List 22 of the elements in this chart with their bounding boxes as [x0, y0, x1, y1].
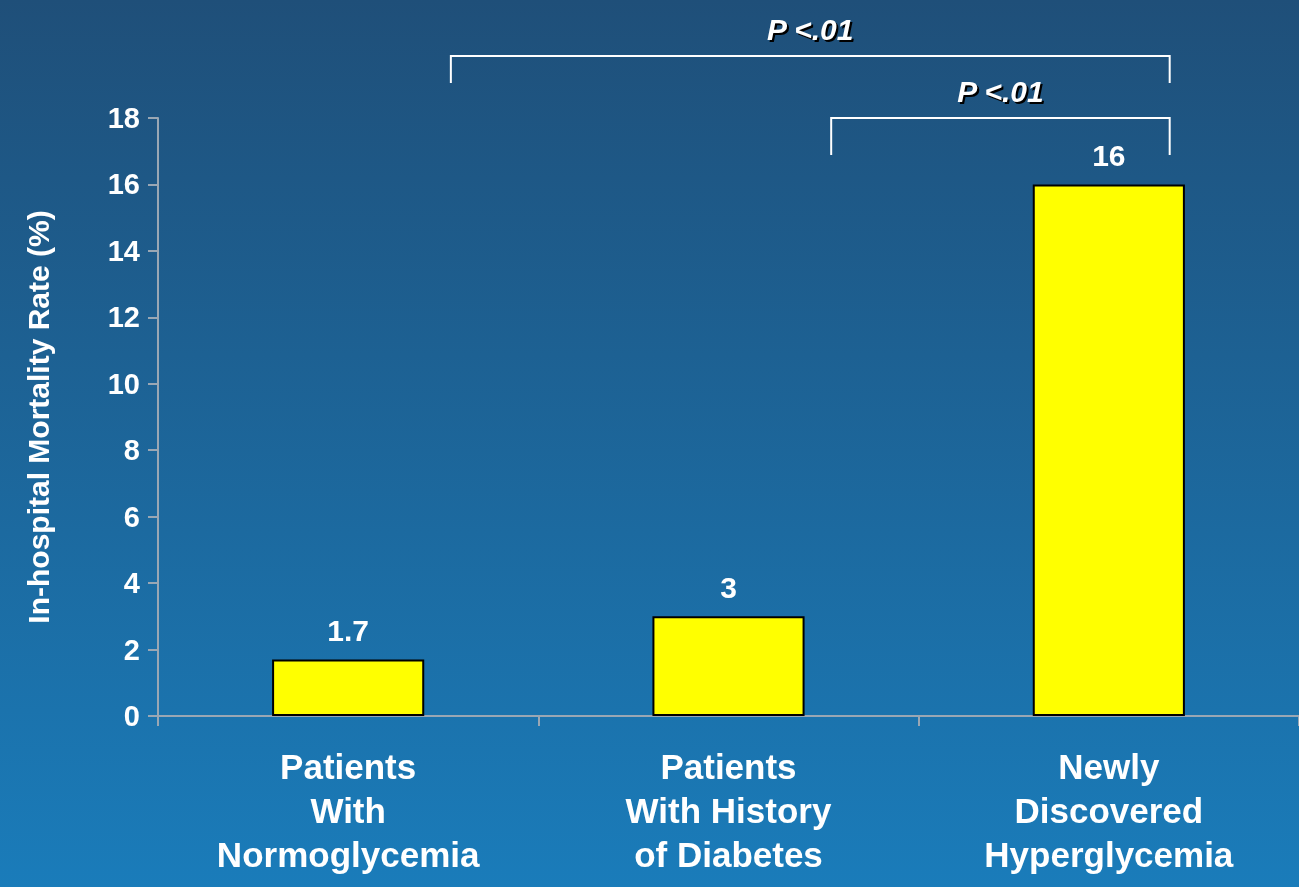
y-tick-label: 0 — [123, 700, 140, 732]
y-tick-label: 6 — [123, 500, 140, 533]
data-label: 3 — [720, 570, 737, 604]
y-tick-label: 2 — [123, 633, 140, 666]
y-tick-label: 18 — [107, 102, 140, 134]
data-label: 1.7 — [327, 614, 370, 648]
y-tick-label: 16 — [107, 168, 140, 201]
data-label: 16 — [1092, 138, 1126, 172]
y-axis-title: In-hospital Mortality Rate (%) — [21, 210, 55, 624]
bar — [652, 616, 805, 716]
y-tick-label: 8 — [123, 434, 140, 467]
bar — [272, 659, 425, 716]
x-tick-label: Patients With Normoglycemia — [216, 746, 480, 874]
y-tick-label: 10 — [107, 367, 140, 400]
text: P <.01 — [767, 13, 854, 46]
x-tick-label: Patients With History of Diabetes — [625, 746, 832, 874]
y-tick-label: 14 — [107, 234, 140, 267]
bar — [1032, 184, 1185, 716]
y-tick-label: 4 — [123, 567, 140, 600]
y-tick-label: 12 — [107, 301, 140, 334]
x-tick-label: Newly Discovered Hyperglycemia — [984, 746, 1234, 874]
text: P <.01 — [957, 75, 1044, 108]
